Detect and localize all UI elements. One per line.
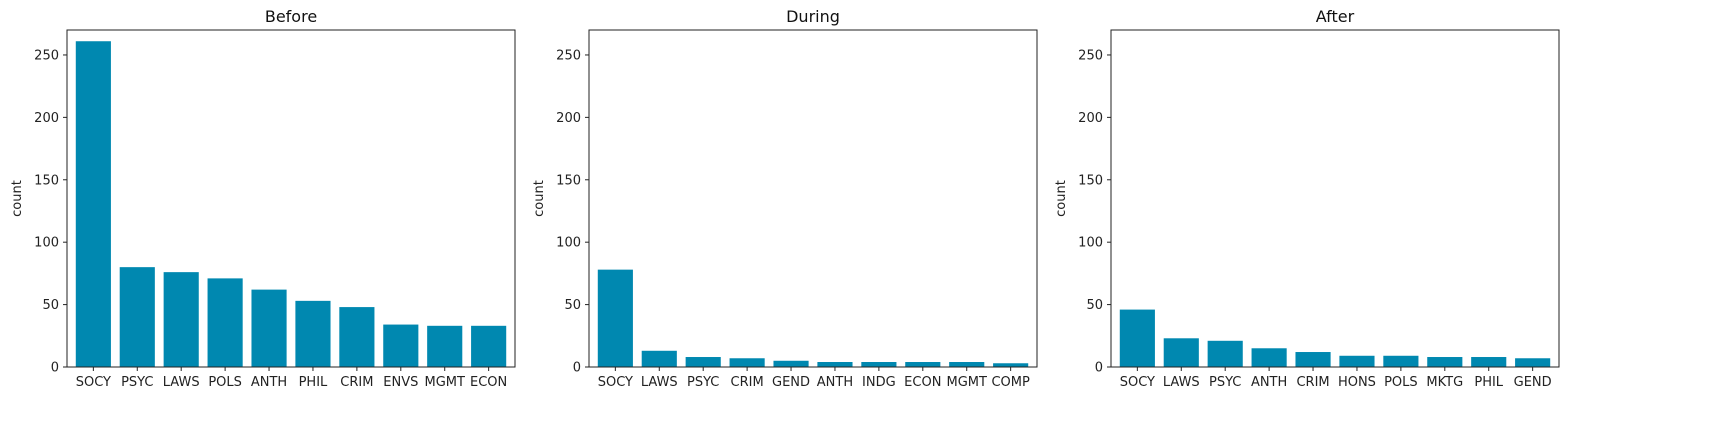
chart-panel-2: SOCY LAWS PSYC ANTH CRIM HONS POLS MKTG PHIL GEND… — [1054, 7, 1560, 390]
x-tick-label: MKTG — [1426, 375, 1463, 390]
x-tick-label: PSYC — [121, 375, 153, 390]
plot-frame — [66, 29, 516, 368]
chart-title: Before — [265, 7, 317, 26]
y-tick-label: 0 — [573, 361, 581, 376]
bar-mktg — [1427, 357, 1463, 367]
x-tick-label: PHIL — [299, 375, 328, 390]
y-tick-label: 50 — [1086, 298, 1103, 313]
bar-econ — [471, 325, 507, 367]
x-tick-label: PSYC — [1209, 375, 1241, 390]
bar-psyc — [1207, 340, 1243, 367]
x-tick-label: ANTH — [817, 375, 853, 390]
y-tick-label: 100 — [34, 236, 59, 251]
y-tick-label: 250 — [1078, 48, 1103, 63]
bar-mgmt — [949, 362, 985, 367]
bar-gend — [1515, 358, 1551, 367]
bar-laws — [641, 350, 677, 367]
y-tick-label: 250 — [556, 48, 581, 63]
x-tick-label: HONS — [1338, 375, 1376, 390]
y-tick-label: 200 — [556, 111, 581, 126]
x-tick-label: CRIM — [340, 375, 373, 390]
x-tick-label: ECON — [470, 375, 507, 390]
bar-crim — [1295, 352, 1331, 367]
x-tick-label: GEND — [772, 375, 810, 390]
y-tick-label: 100 — [1078, 236, 1103, 251]
x-tick-label: CRIM — [731, 375, 764, 390]
y-tick-label: 250 — [34, 48, 59, 63]
chart-title: During — [786, 7, 840, 26]
y-tick-label: 150 — [34, 173, 59, 188]
x-tick-label: ENVS — [383, 375, 418, 390]
bar-anth — [817, 362, 853, 367]
x-tick-label: GEND — [1514, 375, 1552, 390]
y-tick-label: 200 — [1078, 111, 1103, 126]
x-tick-label: PHIL — [1474, 375, 1503, 390]
bar-pols — [207, 278, 243, 367]
y-axis-label: count — [1054, 180, 1069, 217]
chart-panel-0: SOCY PSYC LAWS POLS ANTH PHIL CRIM ENVS MGMT ECON… — [10, 7, 516, 390]
bar-phil — [295, 300, 331, 367]
bar-anth — [1251, 348, 1287, 367]
plot-frame — [1110, 29, 1560, 368]
chart-title: After — [1316, 7, 1355, 26]
bar-anth — [251, 289, 287, 367]
x-tick-label: LAWS — [1163, 375, 1200, 390]
y-tick-label: 150 — [1078, 173, 1103, 188]
bar-socy — [597, 269, 633, 367]
x-tick-label: POLS — [1384, 375, 1418, 390]
bar-socy — [1119, 309, 1155, 367]
x-tick-label: INDG — [862, 375, 896, 390]
y-tick-label: 100 — [556, 236, 581, 251]
x-tick-label: ANTH — [251, 375, 287, 390]
x-tick-label: CRIM — [1296, 375, 1329, 390]
x-tick-label: ECON — [904, 375, 941, 390]
bar-comp — [993, 363, 1029, 367]
y-tick-label: 50 — [42, 298, 59, 313]
bar-phil — [1471, 357, 1507, 367]
y-tick-label: 0 — [1095, 361, 1103, 376]
x-tick-label: ANTH — [1251, 375, 1287, 390]
y-axis-label: count — [10, 180, 25, 217]
y-tick-label: 50 — [564, 298, 581, 313]
bar-mgmt — [427, 325, 463, 367]
bar-gend — [773, 360, 809, 367]
bar-socy — [75, 41, 111, 367]
bar-crim — [339, 307, 375, 367]
chart-panel-1: SOCY LAWS PSYC CRIM GEND ANTH INDG ECON MGMT COMP… — [532, 7, 1038, 390]
bar-hons — [1339, 355, 1375, 367]
bar-psyc — [119, 267, 155, 367]
bar-crim — [729, 358, 765, 367]
x-tick-label: SOCY — [1120, 375, 1155, 390]
x-tick-label: SOCY — [598, 375, 633, 390]
bar-psyc — [685, 357, 721, 367]
bar-econ — [905, 362, 941, 367]
x-tick-label: LAWS — [641, 375, 678, 390]
bar-indg — [861, 362, 897, 367]
plot-frame — [588, 29, 1038, 368]
bar-laws — [1163, 338, 1199, 367]
y-tick-label: 150 — [556, 173, 581, 188]
bar-laws — [163, 272, 199, 367]
x-tick-label: COMP — [991, 375, 1030, 390]
x-tick-label: PSYC — [687, 375, 719, 390]
x-tick-label: MGMT — [424, 375, 465, 390]
x-tick-label: LAWS — [163, 375, 200, 390]
bar-envs — [383, 324, 419, 367]
x-tick-label: SOCY — [76, 375, 111, 390]
x-tick-label: POLS — [208, 375, 242, 390]
x-tick-label: MGMT — [946, 375, 987, 390]
y-tick-label: 0 — [51, 361, 59, 376]
y-tick-label: 200 — [34, 111, 59, 126]
y-axis-label: count — [532, 180, 547, 217]
bar-pols — [1383, 355, 1419, 367]
